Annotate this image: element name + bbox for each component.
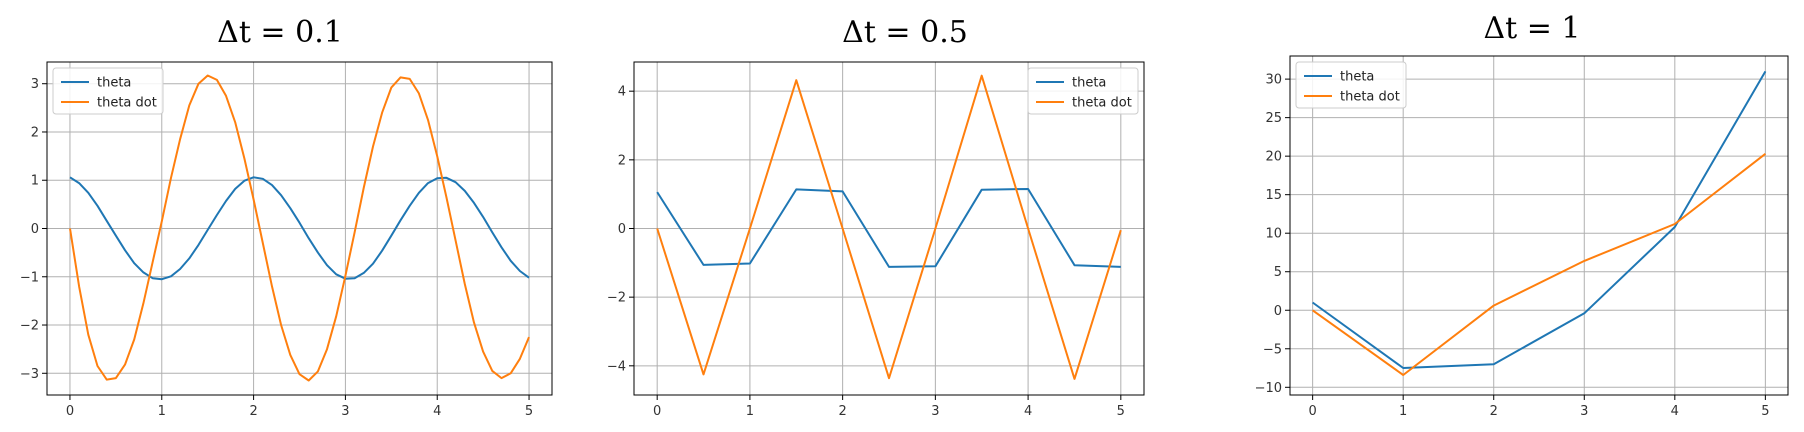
series-line-theta	[1312, 70, 1767, 369]
y-tick-label: −3	[20, 367, 39, 382]
x-tick-label: 5	[525, 404, 533, 419]
y-tick-label: 0	[1274, 304, 1282, 319]
series-line-theta-dot	[1312, 153, 1767, 376]
x-tick-label: 5	[1761, 404, 1769, 419]
x-tick-label: 0	[653, 404, 661, 419]
series-line-theta-dot	[656, 74, 1122, 380]
x-tick-label: 1	[746, 404, 754, 419]
chart-panel-1: Δt = 0.1 0 1 2 3 4 5 −3 −2 −1 0 1 2 3 theta theta dot	[20, 15, 553, 419]
series-line-theta-dot	[69, 74, 530, 382]
y-tick-label: −10	[1255, 381, 1282, 396]
chart-panel-3: Δt = 1 0 1 2 3 4 5 −10 −5 0 5 10 15 20 25 30 theta theta …	[1255, 11, 1789, 419]
y-tick-label: 20	[1265, 150, 1282, 165]
legend-label: theta	[1072, 76, 1106, 91]
x-tick-label: 2	[1490, 404, 1498, 419]
x-tick-label: 1	[158, 404, 166, 419]
x-tick-label: 2	[249, 404, 257, 419]
series-line-theta	[69, 176, 530, 281]
y-tick-label: 10	[1265, 227, 1282, 242]
chart-title: Δt = 0.5	[842, 15, 968, 50]
axes-frame	[1289, 55, 1789, 396]
legend: theta theta dot	[1295, 61, 1407, 109]
series-line-theta	[656, 188, 1121, 268]
chart-title: Δt = 0.1	[217, 15, 343, 50]
legend-label: theta dot	[1340, 90, 1400, 105]
x-tick-label: 3	[931, 404, 939, 419]
legend-label: theta	[97, 76, 131, 91]
x-tick-label: 3	[341, 404, 349, 419]
chart-title: Δt = 1	[1483, 11, 1580, 46]
y-tick-label: −2	[607, 291, 626, 306]
legend: theta theta dot	[1027, 67, 1139, 115]
x-tick-label: 4	[1024, 404, 1032, 419]
x-tick-label: 0	[1308, 404, 1316, 419]
y-tick-label: 4	[618, 85, 626, 100]
x-tick-label: 4	[1671, 404, 1679, 419]
y-tick-label: −1	[20, 270, 39, 285]
y-tick-label: −5	[1263, 342, 1282, 357]
legend-label: theta dot	[1072, 96, 1132, 111]
y-tick-label: 25	[1265, 111, 1282, 126]
x-tick-label: 3	[1580, 404, 1588, 419]
x-tick-label: 4	[433, 404, 441, 419]
y-tick-label: 2	[618, 153, 626, 168]
y-tick-label: 15	[1265, 188, 1282, 203]
x-tick-label: 1	[1399, 404, 1407, 419]
x-tick-label: 5	[1117, 404, 1125, 419]
y-tick-label: 30	[1265, 73, 1282, 88]
y-tick-label: 0	[618, 222, 626, 237]
y-tick-label: 0	[31, 222, 39, 237]
x-tick-label: 0	[66, 404, 74, 419]
legend: theta theta dot	[52, 67, 164, 115]
y-tick-label: 3	[31, 77, 39, 92]
y-tick-label: 2	[31, 125, 39, 140]
y-tick-label: 5	[1274, 265, 1282, 280]
y-tick-label: 1	[31, 174, 39, 189]
legend-label: theta	[1340, 70, 1374, 85]
legend-label: theta dot	[97, 96, 157, 111]
y-tick-label: −4	[607, 359, 626, 374]
chart-panel-2: Δt = 0.5 0 1 2 3 4 5 −4 −2 0 2 4 theta theta dot	[607, 15, 1145, 419]
x-tick-label: 2	[838, 404, 846, 419]
y-tick-label: −2	[20, 319, 39, 334]
